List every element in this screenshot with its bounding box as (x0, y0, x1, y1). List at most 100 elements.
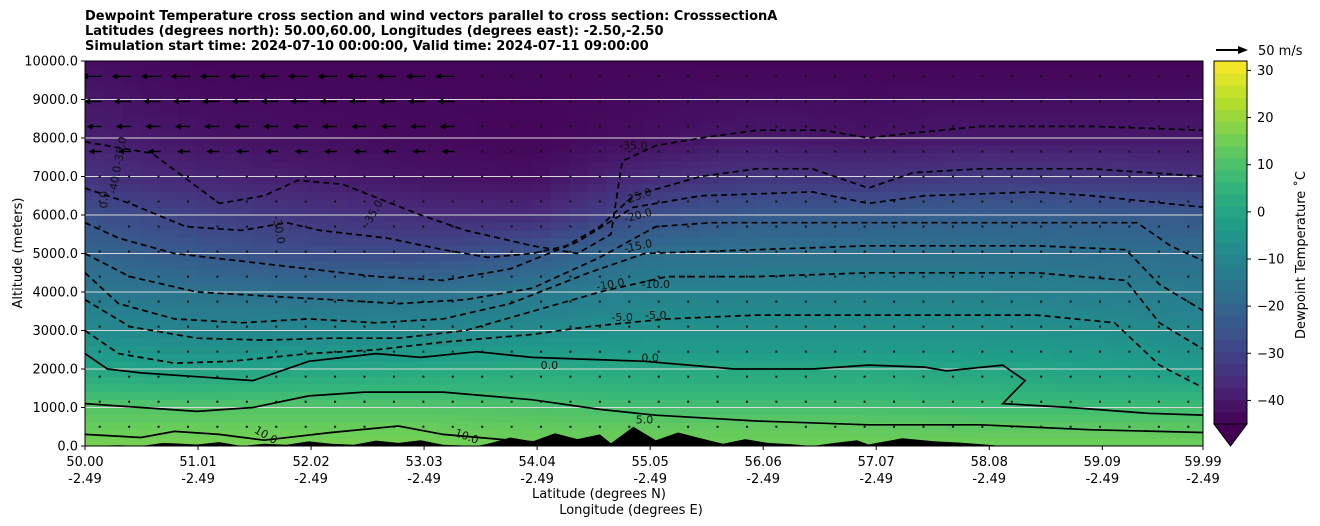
heat-cell (159, 253, 179, 262)
heat-cell (998, 245, 1018, 255)
heat-cell (1035, 330, 1055, 339)
wind-vector-dot (245, 400, 248, 403)
heat-cell (681, 376, 701, 385)
heat-cell (1072, 376, 1092, 385)
heat-cell (1035, 138, 1055, 147)
heat-cell (140, 330, 161, 339)
wind-vector-dot (363, 325, 366, 328)
heat-cell (457, 338, 477, 347)
heat-cell (960, 230, 980, 239)
wind-vector-dot (951, 200, 954, 203)
heat-cell (886, 61, 906, 70)
heat-cell (439, 84, 459, 93)
heat-cell (979, 430, 999, 439)
heat-cell (755, 191, 776, 201)
wind-vector-dot (951, 250, 954, 253)
wind-vector-dot (775, 250, 778, 253)
heat-cell (644, 230, 664, 239)
heat-cell (494, 322, 515, 332)
heat-cell (159, 191, 179, 201)
heat-cell (178, 107, 198, 116)
heat-cell (793, 276, 813, 285)
heat-cell (476, 330, 496, 339)
heat-cell (327, 230, 347, 239)
heat-cell (662, 84, 682, 93)
heat-cell (811, 130, 831, 139)
wind-vector-dot (275, 425, 278, 428)
heat-cell (401, 215, 421, 224)
heat-cell (681, 107, 701, 116)
heat-cell (625, 107, 645, 116)
heat-cell (532, 168, 552, 178)
heat-cell (811, 68, 831, 77)
heat-cell (1147, 153, 1167, 162)
heat-cell (718, 184, 738, 193)
heat-cell (737, 261, 757, 270)
heat-cell (289, 91, 310, 101)
heat-cell (867, 99, 887, 108)
colorbar-step (1214, 266, 1247, 280)
heat-cell (774, 61, 794, 70)
wind-vector-dot (598, 125, 601, 128)
heat-cell (513, 122, 533, 131)
heat-cell (140, 407, 161, 416)
heat-cell (588, 353, 608, 362)
heat-cell (1091, 369, 1111, 378)
heat-cell (718, 230, 738, 239)
heat-cell (1091, 114, 1111, 124)
heat-cell (923, 292, 943, 301)
heat-cell (755, 222, 776, 231)
heat-cell (867, 84, 887, 93)
heat-cell (904, 76, 925, 85)
heat-cell (867, 61, 887, 70)
heat-cell (420, 245, 440, 255)
heat-cell (196, 322, 217, 332)
colorbar-step (1214, 182, 1247, 195)
heat-cell (420, 392, 440, 401)
wind-vector-dot (1187, 400, 1190, 403)
wind-vector-dot (834, 275, 837, 278)
heat-cell (215, 122, 235, 131)
heat-cell (755, 161, 776, 170)
heat-cell (699, 99, 720, 108)
heat-cell (1109, 238, 1130, 247)
heat-cell (793, 407, 813, 416)
heat-cell (1165, 168, 1185, 178)
heat-cell (830, 207, 850, 216)
heat-cell (215, 84, 235, 93)
heat-cell (755, 68, 776, 77)
heat-cell (625, 176, 645, 185)
heat-cell (122, 392, 142, 401)
heat-cell (998, 392, 1018, 401)
heat-cell (569, 199, 589, 208)
heat-cell (476, 107, 496, 116)
heat-cell (513, 276, 533, 285)
heat-cell (513, 353, 533, 362)
heat-cell (308, 84, 328, 93)
heat-cell (159, 238, 179, 247)
heat-cell (1128, 168, 1148, 178)
heat-cell (886, 199, 906, 208)
heat-cell (420, 114, 440, 124)
heat-cell (401, 176, 421, 185)
wind-vector-dot (363, 225, 366, 228)
heat-cell (513, 399, 533, 409)
heat-cell (215, 407, 235, 416)
heat-cell (234, 299, 254, 308)
wind-vector-dot (540, 375, 543, 378)
heat-cell (886, 114, 906, 124)
wind-vector-dot (716, 75, 719, 78)
heat-cell (1016, 399, 1036, 409)
wind-vector-dot (1069, 125, 1072, 128)
heat-cell (1072, 268, 1092, 278)
heat-cell (1147, 245, 1167, 255)
heat-cell (383, 376, 403, 385)
heat-cell (103, 122, 123, 131)
heat-cell (923, 76, 943, 85)
heat-cell (159, 268, 179, 278)
heat-cell (327, 276, 347, 285)
wind-vector-dot (98, 375, 101, 378)
wind-vector-dot (657, 275, 660, 278)
wind-vector-dot (804, 325, 807, 328)
